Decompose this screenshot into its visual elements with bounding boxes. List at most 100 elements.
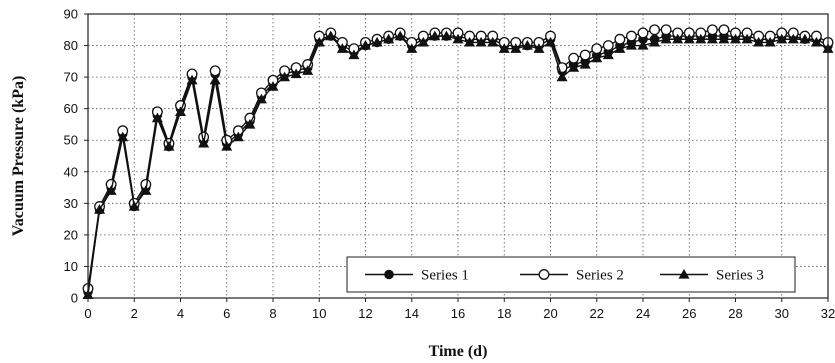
series-3-point [209,74,221,85]
axes: 0 2 4 6 8 10 12 14 16 18 20 22 24 26 28 30 3201020304050… [64,7,835,322]
series-3-point [128,200,140,211]
y-tick-label: 30 [64,196,78,211]
series-3-point [764,36,776,47]
grid [88,14,828,298]
series-3-point [649,36,661,47]
x-tick-label: 16 [451,306,465,321]
series-2-point [706,24,718,36]
series-2-point [649,24,661,36]
series-2 [82,24,834,294]
series-3-point [255,93,267,104]
legend-label: Series 3 [716,268,764,284]
series-3-point [198,137,210,148]
series-3 [82,30,834,299]
x-tick-label: 32 [821,306,835,321]
x-tick-label: 10 [312,306,326,321]
series-3-point [799,33,811,44]
y-tick-label: 90 [64,7,78,22]
series-3-point [487,36,499,47]
series-3-point [175,106,186,116]
y-tick-label: 70 [64,70,78,85]
x-tick-label: 22 [590,306,604,321]
series-2-point [614,33,626,45]
series-3-point [440,30,452,41]
series-3-point [498,43,510,53]
series-2-point [718,24,730,36]
series-3-point [787,33,799,44]
x-tick-label: 0 [84,306,91,321]
series-3-point [533,43,545,53]
series-3-point [521,40,533,50]
series-3-point [695,33,707,44]
legend-label: Series 1 [421,268,469,284]
series-3-point [591,52,603,63]
series-3-point [706,33,718,44]
x-tick-label: 12 [358,306,372,321]
series-3-point [117,131,129,142]
series-3-point [383,33,395,44]
y-tick-label: 80 [64,38,78,53]
y-tick-label: 0 [71,291,78,306]
series-3-point [660,33,672,44]
series-3-point [510,43,522,53]
series-3-point [336,43,348,53]
series-3-point [186,74,198,85]
x-tick-label: 20 [543,306,557,321]
y-tick-label: 20 [64,227,78,242]
legend-label: Series 2 [576,268,624,284]
legend-swatch-marker [678,269,690,279]
series-3-point [279,71,291,82]
series-3-point [625,40,637,50]
series-3-point [556,71,568,82]
series-3-point [753,36,765,47]
series-3-point [232,131,244,142]
x-axis-title: Time (d) [429,343,488,360]
series-2-point [209,65,221,77]
y-axis-title: Vacuum Pressure (kPa) [10,76,27,237]
series-3-point [741,33,753,44]
series-3-point [394,30,406,41]
series-3-point [614,43,626,53]
series-3-point [452,33,464,44]
series-2-point [625,30,637,42]
x-tick-label: 8 [269,306,276,321]
series-3-point [429,30,441,41]
x-tick-label: 30 [775,306,789,321]
series-3-point [244,118,256,129]
plot-frame [87,13,829,299]
series-3-point [360,40,371,50]
series-3-point [683,33,695,44]
series-3-point [313,36,325,47]
x-tick-label: 28 [728,306,742,321]
x-tick-label: 4 [177,306,184,321]
x-tick-label: 24 [636,306,650,321]
legend-box [346,256,796,293]
series-3-point [290,68,302,79]
series-3-point [568,62,580,72]
series-3-point [406,43,418,53]
x-tick-label: 2 [131,306,138,321]
series-2-point [637,27,649,39]
series-3-point [267,81,279,91]
series-3-point [163,141,175,151]
series-3-point [371,36,383,47]
series-3-point [151,112,163,123]
series-lines [82,24,834,299]
series-3-point [417,36,429,47]
series-3-point [545,36,556,47]
y-tick-label: 60 [64,101,78,116]
series-3-point [718,33,730,44]
series-2-point [602,40,614,52]
series-3-point [325,30,337,41]
legend-swatch-marker [538,269,550,280]
series-3-point [776,33,788,44]
y-tick-label: 10 [64,259,78,274]
series-3-point [810,36,822,47]
x-tick-label: 18 [497,306,511,321]
series-3-point [730,33,741,44]
series-2-point [591,43,603,55]
series-3-point [348,49,360,60]
series-3-point [221,141,233,151]
series-2-point [568,52,580,64]
